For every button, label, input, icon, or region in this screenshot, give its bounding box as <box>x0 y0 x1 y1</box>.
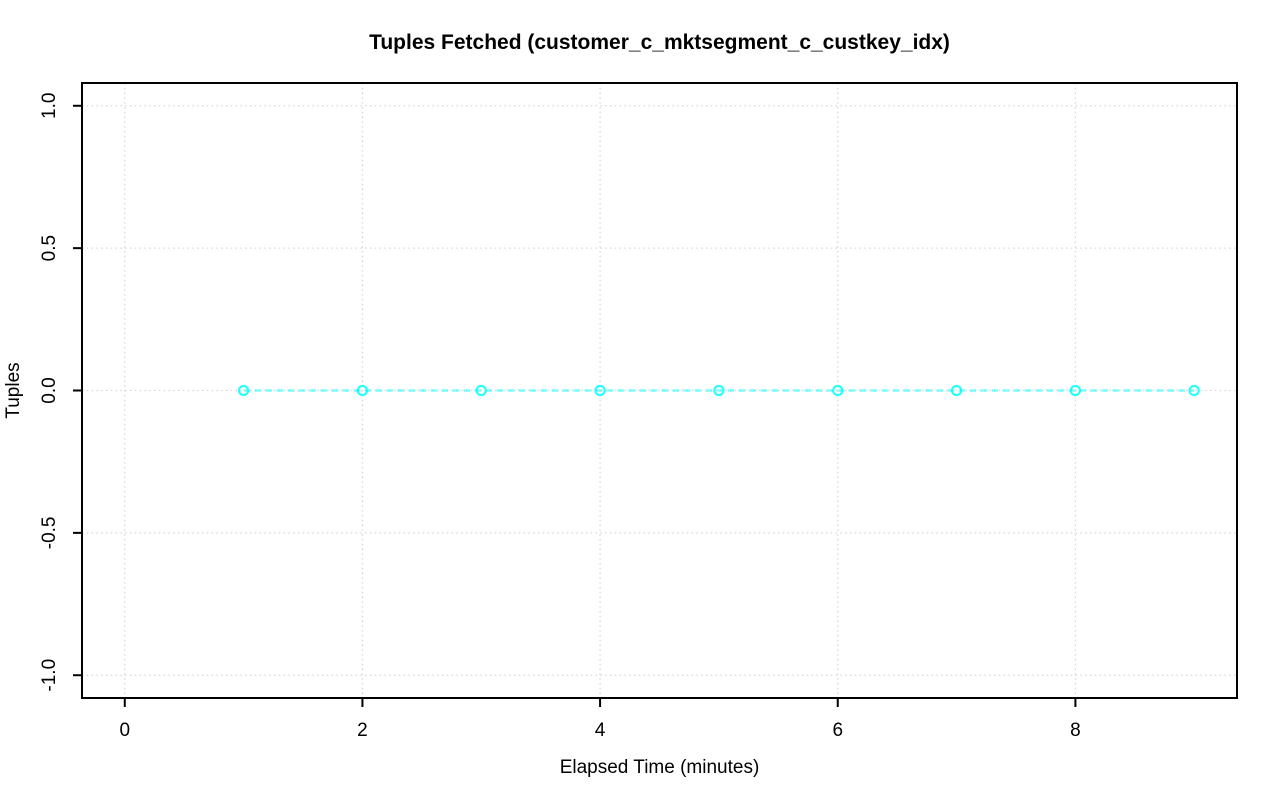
x-tick-label: 4 <box>595 720 606 741</box>
axis-layer: 0 2 4 6 8 -1.0 -0.5 0.0 0.5 1.0 <box>39 82 1238 741</box>
data-point-marker <box>713 384 725 397</box>
y-tick-label: 1.0 <box>39 93 60 119</box>
x-tick-label: 0 <box>119 720 130 741</box>
data-point-marker <box>1069 384 1082 397</box>
chart-title: Tuples Fetched (customer_c_mktsegment_c_… <box>369 31 950 54</box>
y-tick-label: -0.5 <box>39 516 60 549</box>
data-point-marker <box>594 384 606 397</box>
x-axis-title: Elapsed Time (minutes) <box>560 757 760 778</box>
y-tick-label: 0.0 <box>39 377 60 403</box>
y-tick-label: -1.0 <box>39 659 60 692</box>
data-point-marker <box>475 384 487 397</box>
x-tick-label: 6 <box>832 720 843 741</box>
x-tick-label: 2 <box>357 720 368 741</box>
data-point-marker <box>1188 384 1200 397</box>
data-point-marker <box>237 384 250 397</box>
data-point-marker <box>832 384 844 397</box>
y-axis-title: Tuples <box>3 362 24 418</box>
data-series-layer <box>237 384 1200 397</box>
y-tick-label: 0.5 <box>39 235 60 261</box>
x-tick-label: 8 <box>1070 720 1081 741</box>
data-point-marker <box>950 384 963 397</box>
data-point-marker <box>356 384 369 397</box>
